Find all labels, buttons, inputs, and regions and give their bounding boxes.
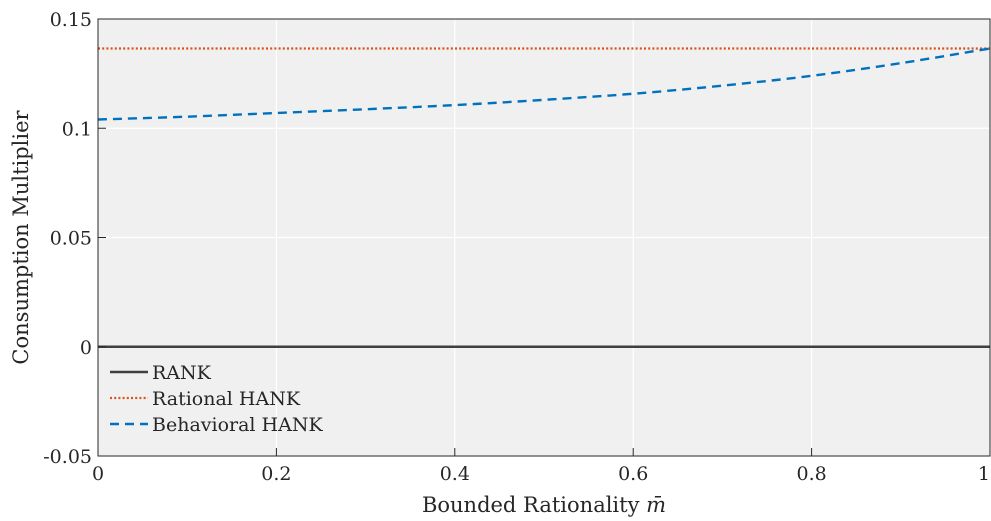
y-tick-label: -0.05 [43, 446, 92, 468]
x-axis-label-text: Bounded Rationality [422, 493, 640, 517]
legend-label: RANK [152, 362, 212, 384]
x-tick-label: 0.2 [261, 463, 291, 485]
axes [97, 18, 991, 457]
x-axis-label: Bounded Rationality m̄ [422, 493, 666, 517]
x-tick-label: 0.8 [796, 463, 826, 485]
legend-label: Rational HANK [152, 388, 301, 410]
x-tick-label: 0.6 [618, 463, 648, 485]
x-tick-label: 0 [92, 463, 104, 485]
y-tick-label: 0 [80, 337, 92, 359]
x-tick-label: 1 [978, 463, 990, 485]
y-tick-label: 0.1 [62, 118, 92, 140]
x-axis-label-symbol: m̄ [646, 493, 666, 517]
series-group [97, 47, 991, 348]
series-line-behavioral-hank [97, 47, 991, 121]
legend-label: Behavioral HANK [152, 414, 323, 436]
y-axis-label: Consumption Multiplier [9, 109, 33, 364]
y-tick-label: 0.05 [50, 228, 92, 250]
y-tick-label: 0.15 [50, 9, 92, 31]
legend: RANK Rational HANK Behavioral HANK [110, 362, 323, 436]
x-tick-label: 0.4 [440, 463, 470, 485]
